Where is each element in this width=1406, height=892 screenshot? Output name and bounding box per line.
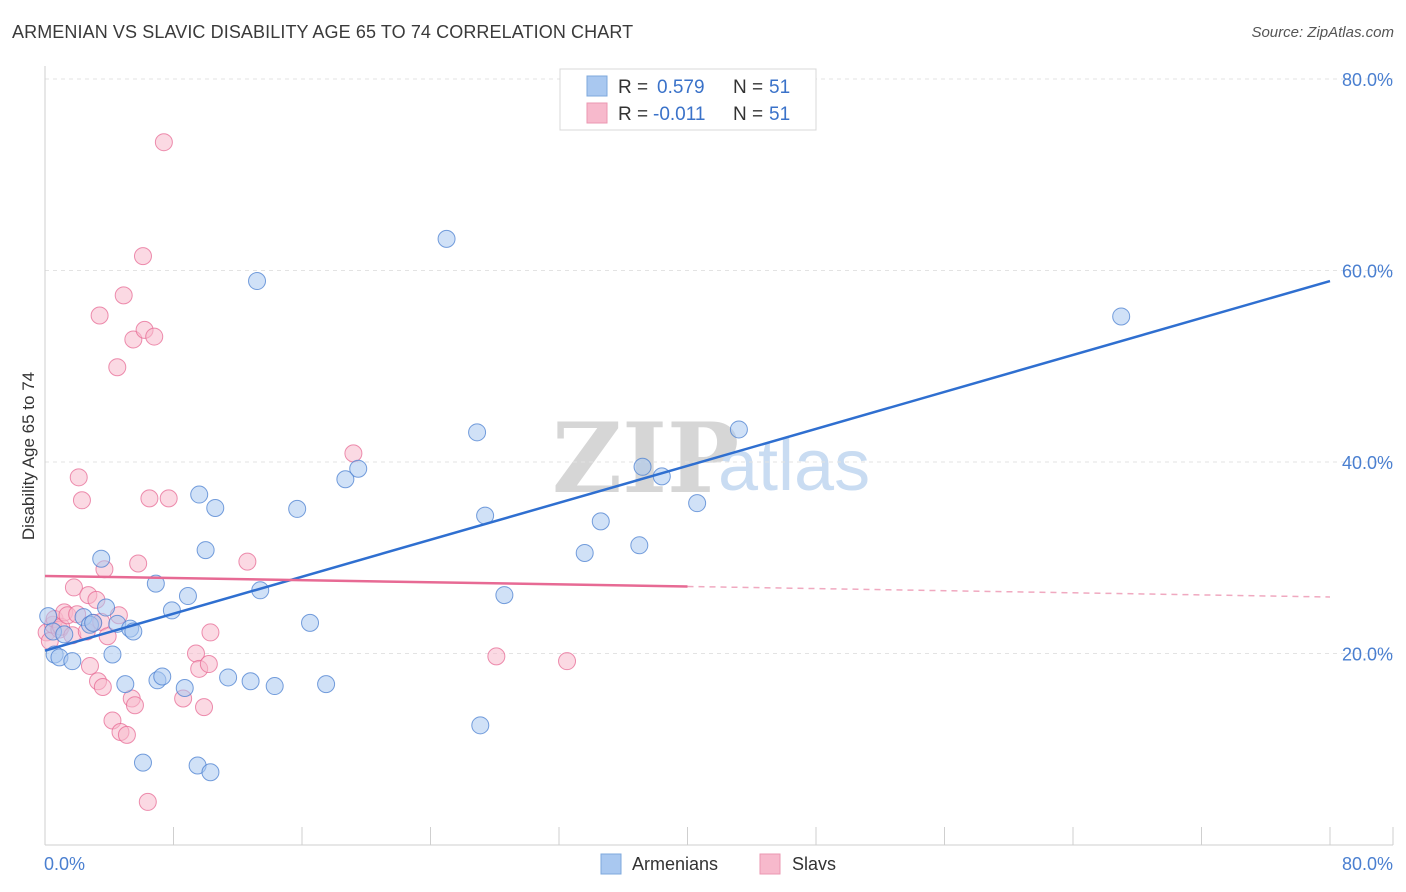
slavs-point-45 <box>199 655 218 674</box>
armenians-point-17 <box>146 574 165 593</box>
armenians-point-32 <box>265 677 284 696</box>
armenians-point-26 <box>201 763 220 782</box>
slavs-point-21 <box>93 678 112 697</box>
legend-n-label-2: N = <box>733 104 763 125</box>
legend-r-label-2: R = <box>618 104 648 125</box>
slavs-point-39 <box>154 133 173 152</box>
legend-r-value-1: 0.579 <box>657 77 705 98</box>
legend-r-value-2: -0.011 <box>653 104 705 125</box>
y-tick-label-20: 20.0% <box>1342 645 1393 665</box>
slavs-point-28 <box>114 286 133 305</box>
watermark-atlas: atlas <box>718 426 870 506</box>
armenians-point-36 <box>336 470 355 489</box>
y-tick-labels: 20.0% 40.0% 60.0% 80.0% <box>1342 70 1393 665</box>
slavs-point-32 <box>125 696 144 715</box>
armenians-point-42 <box>495 586 514 605</box>
armenians-point-5 <box>63 652 82 671</box>
slavs-point-19 <box>90 306 109 325</box>
armenians-point-8 <box>84 613 103 632</box>
armenians-point-9 <box>92 549 111 568</box>
armenians-point-19 <box>153 667 172 686</box>
slavs-point-15 <box>80 656 99 675</box>
slavs-point-50 <box>558 652 577 671</box>
armenians-point-48 <box>688 494 707 513</box>
legend-n-value-2: 51 <box>769 104 790 125</box>
armenians-point-45 <box>630 536 649 555</box>
slavs-trend-line <box>44 574 688 588</box>
armenians-point-35 <box>317 675 336 694</box>
armenians-point-16 <box>133 753 152 772</box>
bottom-legend-slavs: Slavs <box>792 854 836 874</box>
armenians-point-39 <box>468 423 487 442</box>
slavs-point-36 <box>138 792 157 811</box>
axes <box>44 66 1394 846</box>
bottom-legend-swatch-slavs <box>759 853 781 875</box>
armenians-point-28 <box>219 668 238 687</box>
legend-swatch-armenians <box>586 75 608 97</box>
slavs-point-44 <box>195 698 214 717</box>
armenians-point-13 <box>116 675 135 694</box>
y-tick-label-80: 80.0% <box>1342 70 1393 90</box>
armenians-point-22 <box>178 587 197 606</box>
armenians-point-25 <box>196 541 215 560</box>
armenians-point-24 <box>190 485 209 504</box>
slavs-point-38 <box>145 327 164 346</box>
legend-n-label-1: N = <box>733 77 763 98</box>
armenians-points <box>39 229 1131 782</box>
armenians-point-30 <box>248 272 267 291</box>
legend-swatch-slavs <box>586 102 608 124</box>
slavs-point-49 <box>487 647 506 666</box>
armenians-point-50 <box>1112 307 1131 326</box>
slavs-trend-line-extension <box>687 585 1331 598</box>
slavs-point-25 <box>108 358 127 377</box>
slavs-point-40 <box>159 489 178 508</box>
armenians-point-44 <box>591 512 610 531</box>
trend-lines <box>44 279 1331 652</box>
x-tick-label-min: 0.0% <box>44 854 85 874</box>
armenians-point-27 <box>206 498 225 517</box>
y-axis-title: Disability Age 65 to 74 <box>19 372 38 540</box>
slavs-point-47 <box>238 552 257 571</box>
bottom-legend-swatch-armenians <box>600 853 622 875</box>
y-tick-label-60: 60.0% <box>1342 262 1393 282</box>
armenians-point-38 <box>437 229 456 248</box>
slavs-point-12 <box>72 491 91 510</box>
armenians-point-33 <box>288 499 307 518</box>
slavs-points <box>37 133 577 811</box>
armenians-point-4 <box>55 625 74 644</box>
slavs-point-46 <box>201 623 220 642</box>
slavs-point-9 <box>64 578 83 597</box>
y-tick-label-40: 40.0% <box>1342 453 1393 473</box>
legend-r-label-1: R = <box>618 77 648 98</box>
armenians-point-40 <box>471 716 490 735</box>
slavs-point-37 <box>140 489 159 508</box>
chart-title: ARMENIAN VS SLAVIC DISABILITY AGE 65 TO … <box>12 22 634 42</box>
armenians-trend-line <box>44 279 1331 652</box>
slavs-point-48 <box>344 444 363 463</box>
armenians-point-11 <box>103 645 122 664</box>
correlation-legend: R = 0.579 N = 51 R = -0.011 N = 51 <box>559 68 817 131</box>
x-tick-label-max: 80.0% <box>1342 854 1393 874</box>
armenians-point-21 <box>175 678 194 697</box>
slavs-point-34 <box>133 247 152 266</box>
slavs-point-29 <box>117 725 136 744</box>
armenians-point-0 <box>39 607 58 626</box>
slavs-point-33 <box>129 554 148 573</box>
bottom-legend-armenians: Armenians <box>632 854 718 874</box>
armenians-point-34 <box>301 613 320 632</box>
armenians-point-46 <box>633 457 652 476</box>
armenians-point-10 <box>97 598 116 617</box>
armenians-point-49 <box>729 420 748 439</box>
armenians-point-43 <box>575 543 594 562</box>
slavs-point-11 <box>69 468 88 487</box>
source-credit: Source: ZipAtlas.com <box>1251 24 1394 41</box>
series-legend: Armenians Slavs <box>600 853 836 875</box>
armenians-point-29 <box>241 672 260 691</box>
armenians-point-37 <box>349 459 368 478</box>
legend-n-value-1: 51 <box>769 77 790 98</box>
